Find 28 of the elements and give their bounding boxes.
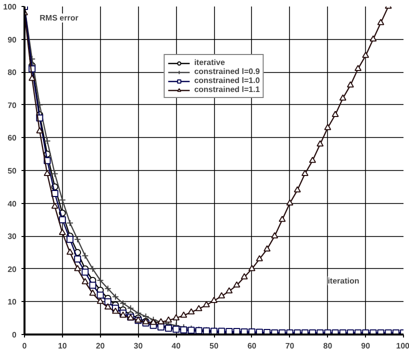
y-tick-label: 40	[8, 199, 18, 208]
legend-label: iterative	[194, 58, 225, 67]
x-tick-label: 50	[210, 342, 219, 350]
x-tick-label: 80	[323, 342, 333, 350]
y-tick-label: 20	[8, 264, 18, 274]
x-tick-label: 60	[247, 342, 257, 350]
y-tick-label: 100	[3, 2, 18, 12]
x-tick-label: 10	[58, 342, 68, 350]
y-tick-label: 30	[8, 232, 18, 242]
legend-label: constrained l=0.9	[194, 67, 260, 76]
y-tick-label: 90	[8, 35, 18, 44]
legend-label: constrained l=1.0	[194, 76, 260, 85]
x-tick-label: 30	[134, 342, 144, 350]
y-axis-title: RMS error	[40, 14, 78, 22]
y-tick-label: 60	[8, 134, 18, 143]
x-tick-label: 40	[172, 342, 182, 350]
x-axis-title: iteration	[328, 276, 360, 286]
x-tick-label: 100	[396, 342, 409, 350]
x-tick-label: 90	[361, 342, 371, 350]
y-tick-label: 80	[8, 68, 18, 78]
y-tick-label: 50	[8, 166, 18, 176]
y-tick-label: 10	[8, 298, 18, 307]
x-tick-label: 0	[22, 342, 28, 350]
x-tick-label: 70	[285, 342, 295, 350]
legend-label: constrained l=1.1	[194, 85, 260, 94]
y-tick-label: 0	[12, 330, 18, 340]
x-tick-label: 20	[96, 342, 106, 350]
y-tick-label: 70	[8, 100, 18, 110]
